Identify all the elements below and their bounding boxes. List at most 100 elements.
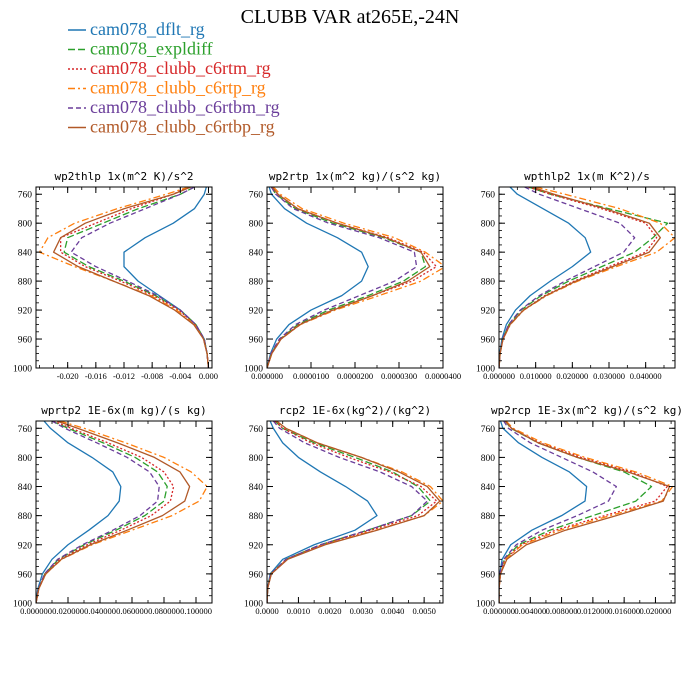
x-tick-label: -0.020 xyxy=(57,371,79,381)
y-tick-label: 880 xyxy=(249,512,264,522)
legend-label: cam078_dflt_rg xyxy=(90,19,205,39)
chart-panel: wpthlp2 1x(m K^2)/s 760 800 840 880 920 960 100… xyxy=(476,170,676,381)
x-tick-label: 0.100000 xyxy=(180,606,212,616)
y-tick-label: 800 xyxy=(249,454,264,464)
series-group xyxy=(267,421,443,603)
y-tick-label: 1000 xyxy=(476,365,495,375)
series-line xyxy=(499,187,661,368)
plot-frame xyxy=(266,420,444,604)
chart-panel: wp2rtp 1x(m^2 kg)/(s^2 kg) 760 800 840 880 92… xyxy=(244,170,461,381)
x-tick-label: 0.040000 xyxy=(630,371,662,381)
series-line xyxy=(123,187,210,368)
y-tick-label: 920 xyxy=(249,541,264,551)
x-tick-label: 0.0010 xyxy=(287,606,310,616)
series-line xyxy=(267,187,431,368)
figure-title: CLUBB VAR at265E,-24N xyxy=(241,6,460,28)
series-line xyxy=(499,187,592,368)
legend-item: cam078_clubb_c6rtbm_rg xyxy=(68,97,280,117)
series-line xyxy=(36,421,160,603)
y-tick-label: 920 xyxy=(18,307,33,317)
series-group xyxy=(499,421,674,603)
y-tick-label: 760 xyxy=(249,425,264,435)
series-group xyxy=(499,187,675,368)
x-tick-label: 0.0000 xyxy=(255,606,278,616)
series-line xyxy=(267,421,428,603)
panel-title: wp2rcp 1E-3x(m^2 kg)/(s^2 kg) xyxy=(491,404,683,417)
legend-item: cam078_clubb_c6rtm_rg xyxy=(68,58,271,78)
x-tick-label: -0.004 xyxy=(169,371,192,381)
y-tick-label: 840 xyxy=(249,483,264,493)
y-tick-label: 840 xyxy=(18,249,33,259)
series-line xyxy=(499,421,617,603)
y-tick-label: 920 xyxy=(481,541,496,551)
panel-title: wprtp2 1E-6x(m kg)/(s kg) xyxy=(41,404,207,417)
y-tick-label: 880 xyxy=(481,278,496,288)
y-tick-label: 920 xyxy=(249,307,264,317)
x-tick-label: 0.080000 xyxy=(148,606,180,616)
y-tick-label: 960 xyxy=(18,570,33,580)
y-tick-label: 840 xyxy=(249,249,264,259)
series-line xyxy=(499,421,671,603)
chart-panel: wprtp2 1E-6x(m kg)/(s kg) 760 800 840 880 920… xyxy=(13,404,213,616)
series-line xyxy=(70,187,210,368)
series-line xyxy=(267,421,432,603)
legend-item: cam078_clubb_c6rtp_rg xyxy=(68,78,266,98)
series-line xyxy=(267,187,418,368)
y-tick-label: 800 xyxy=(481,220,496,230)
panel-title: wp2thlp 1x(m^2 K)/s^2 xyxy=(54,170,193,183)
y-tick-label: 800 xyxy=(18,454,33,464)
series-line xyxy=(267,421,378,603)
x-tick-label: -0.012 xyxy=(113,371,135,381)
legend-label: cam078_clubb_c6rtm_rg xyxy=(90,58,271,78)
x-tick-label: -0.008 xyxy=(141,371,163,381)
series-line xyxy=(36,421,175,603)
legend-label: cam078_expldiff xyxy=(90,39,213,59)
panel-title: rcp2 1E-6x(kg^2)/(kg^2) xyxy=(279,404,431,417)
x-tick-label: 0.012000 xyxy=(577,606,609,616)
legend: cam078_dflt_rgcam078_expldiffcam078_club… xyxy=(68,19,280,137)
panels: wp2thlp 1x(m^2 K)/s^2 760 800 840 880 920 960 1… xyxy=(13,170,683,616)
y-tick-label: 960 xyxy=(481,336,496,346)
legend-label: cam078_clubb_c6rtp_rg xyxy=(90,78,266,98)
x-tick-label: 0.016000 xyxy=(608,606,640,616)
x-tick-label: 0.030000 xyxy=(593,371,625,381)
x-tick-label: -0.016 xyxy=(85,371,107,381)
y-tick-label: 880 xyxy=(18,278,33,288)
y-tick-label: 760 xyxy=(249,191,264,201)
series-line xyxy=(499,187,636,368)
series-line xyxy=(267,421,438,603)
series-line xyxy=(267,421,443,603)
x-tick-label: 0.000000 xyxy=(251,371,283,381)
y-tick-label: 880 xyxy=(18,512,33,522)
plot-frame xyxy=(498,186,676,369)
series-line xyxy=(52,187,210,368)
y-tick-label: 760 xyxy=(18,191,33,201)
x-tick-label: 0.004000 xyxy=(514,606,546,616)
series-line xyxy=(36,421,191,603)
legend-item: cam078_expldiff xyxy=(68,39,213,59)
x-tick-label: 0.000 xyxy=(199,371,218,381)
x-tick-label: 0.0000300 xyxy=(381,371,417,381)
legend-label: cam078_clubb_c6rtbm_rg xyxy=(90,97,280,117)
series-line xyxy=(499,421,674,603)
x-tick-label: 0.020000 xyxy=(640,606,672,616)
y-tick-label: 1000 xyxy=(244,600,263,610)
legend-label: cam078_clubb_c6rtbp_rg xyxy=(90,117,275,137)
y-tick-label: 840 xyxy=(18,483,33,493)
x-tick-label: 0.010000 xyxy=(520,371,552,381)
y-tick-label: 840 xyxy=(481,249,496,259)
x-tick-label: 0.000000 xyxy=(20,606,52,616)
x-tick-label: 0.020000 xyxy=(556,371,588,381)
y-tick-label: 1000 xyxy=(476,600,495,610)
x-tick-label: 0.000000 xyxy=(483,606,515,616)
series-line xyxy=(267,421,441,603)
y-tick-label: 800 xyxy=(249,220,264,230)
x-tick-label: 0.0040 xyxy=(381,606,404,616)
chart-panel: wp2rcp 1E-3x(m^2 kg)/(s^2 kg) 760 800 840 88… xyxy=(476,404,683,616)
x-tick-label: 0.0000200 xyxy=(337,371,373,381)
x-tick-label: 0.060000 xyxy=(116,606,148,616)
x-tick-label: 0.0050 xyxy=(412,606,435,616)
y-tick-label: 800 xyxy=(18,220,33,230)
y-tick-label: 960 xyxy=(249,336,264,346)
series-group xyxy=(267,187,443,368)
